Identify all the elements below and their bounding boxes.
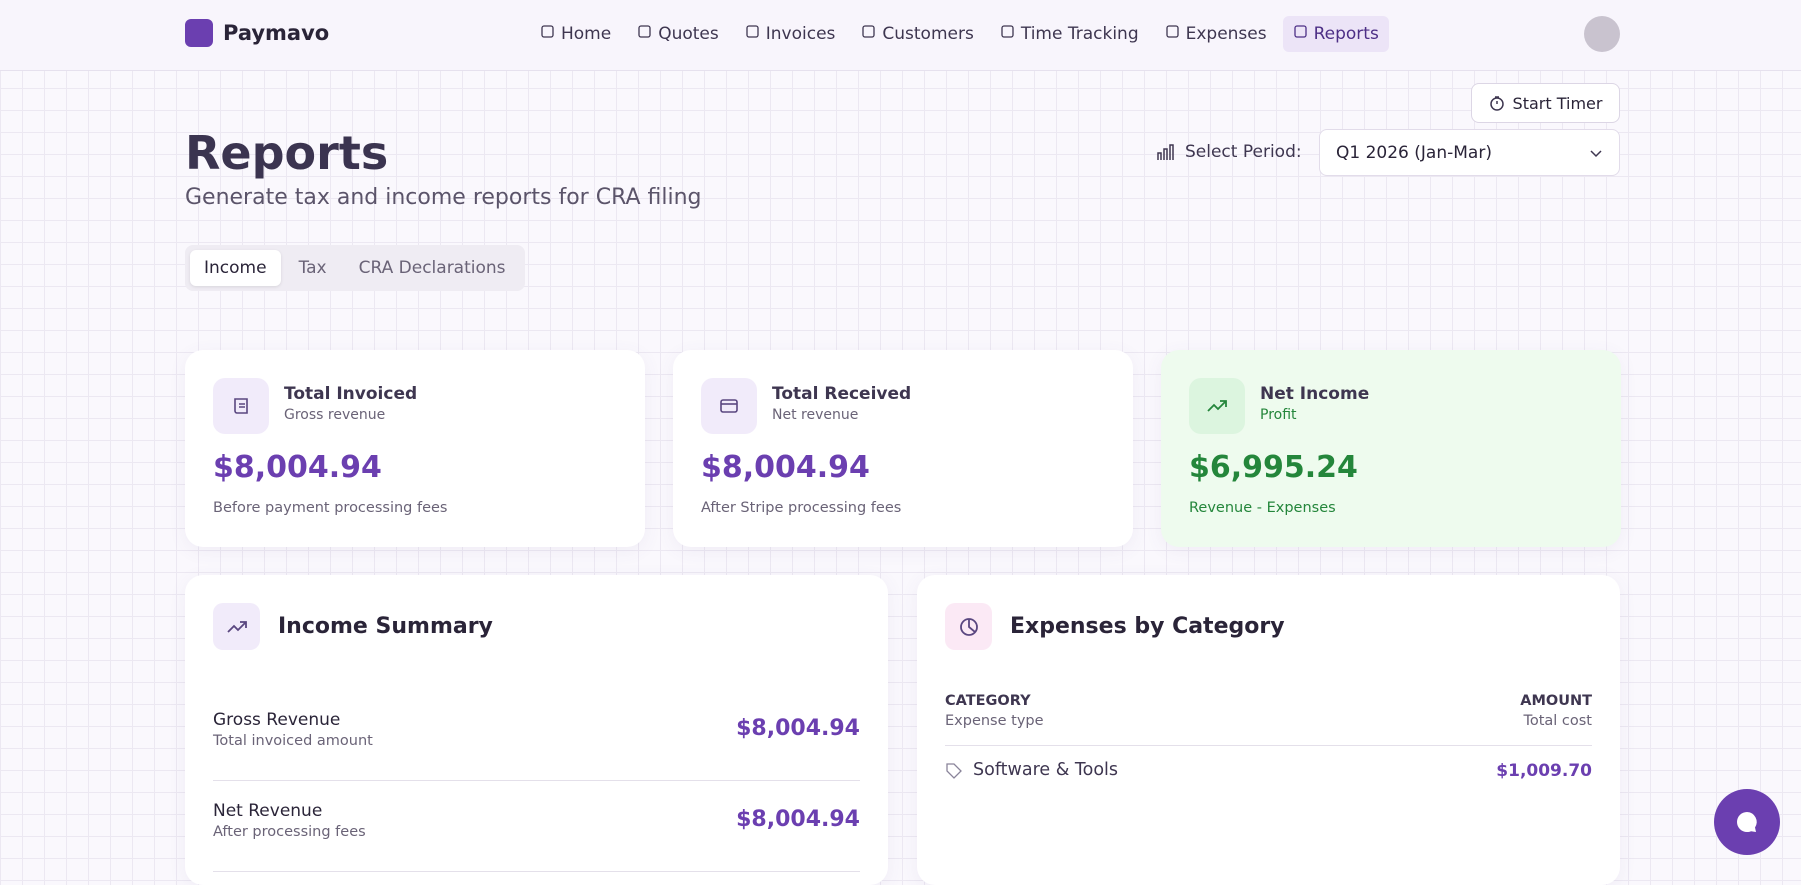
page-subtitle: Generate tax and income reports for CRA … xyxy=(185,185,702,210)
tab[interactable]: Tax xyxy=(298,258,327,278)
nav-label: Expenses xyxy=(1185,24,1267,44)
column-subheader: Total cost xyxy=(1523,713,1592,729)
row-sublabel: After processing fees xyxy=(213,824,366,840)
nav-icon xyxy=(540,24,555,44)
summary-row: Gross Revenue Total invoiced amount $8,004… xyxy=(213,690,860,781)
nav-label: Invoices xyxy=(765,24,836,44)
column-header: CATEGORY xyxy=(945,693,1031,709)
nav-item[interactable]: Invoices xyxy=(735,16,846,52)
chart-icon xyxy=(1157,144,1174,160)
avatar[interactable] xyxy=(1584,16,1620,52)
card-icon xyxy=(213,378,269,434)
column-header: AMOUNT xyxy=(1520,693,1592,709)
nav-icon xyxy=(1293,24,1308,44)
nav-icon xyxy=(1165,24,1180,44)
column-subheader: Expense type xyxy=(945,713,1044,729)
nav-item[interactable]: Quotes xyxy=(627,16,729,52)
panel-title: Expenses by Category xyxy=(945,603,1285,650)
stat-card: Total Received Net revenue $8,004.94 After … xyxy=(673,350,1133,547)
nav-item[interactable]: Expenses xyxy=(1155,16,1277,52)
nav-item[interactable]: Home xyxy=(530,16,621,52)
panel-icon xyxy=(213,603,260,650)
tag-icon xyxy=(945,762,963,784)
panel-icon xyxy=(945,603,992,650)
label-text: Select Period: xyxy=(1185,142,1302,162)
card-note: After Stripe processing fees xyxy=(701,500,902,516)
nav-label: Customers xyxy=(882,24,974,44)
chevron xyxy=(1590,149,1602,157)
nav-icon xyxy=(1000,24,1015,44)
card-note: Before payment processing fees xyxy=(213,500,448,516)
expenses-panel: Expenses by Category CATEGORY Expense ty… xyxy=(917,575,1620,885)
expense-row: Software & Tools $1,009.70 xyxy=(945,760,1592,800)
stat-card: Net Income Profit $6,995.24 Revenue - Expen… xyxy=(1161,350,1621,547)
expense-category: Software & Tools xyxy=(973,760,1119,780)
nav-label: Home xyxy=(561,24,612,44)
nav-item[interactable]: Reports xyxy=(1282,16,1389,52)
brand[interactable]: Paymavo xyxy=(185,19,329,47)
nav-icon xyxy=(861,24,876,44)
card-amount: $8,004.94 xyxy=(701,450,870,485)
card-subtitle: Gross revenue xyxy=(284,407,386,423)
nav-item[interactable]: Time Tracking xyxy=(990,16,1149,52)
select-value: Q1 2026 (Jan-Mar) xyxy=(1336,142,1492,163)
card-title: Net Income xyxy=(1260,384,1370,404)
tab[interactable]: CRA Declarations xyxy=(358,258,506,278)
divider xyxy=(945,745,1592,746)
card-title: Total Received xyxy=(772,384,912,404)
nav-item[interactable]: Customers xyxy=(851,16,983,52)
nav-label: Quotes xyxy=(658,24,719,44)
panel-title: Income Summary xyxy=(213,603,493,650)
chat-button[interactable] xyxy=(1714,789,1780,855)
row-sublabel: Total invoiced amount xyxy=(213,733,373,749)
tab[interactable]: Income xyxy=(190,250,281,286)
card-subtitle: Net revenue xyxy=(772,407,859,423)
card-amount: $6,995.24 xyxy=(1189,450,1358,485)
page-title: Reports xyxy=(185,126,389,180)
card-title: Total Invoiced xyxy=(284,384,418,404)
period-label: Select Period: xyxy=(1155,142,1302,162)
nav-icon xyxy=(637,24,652,44)
nav-label: Time Tracking xyxy=(1020,24,1139,44)
row-label: Net Revenue xyxy=(213,801,323,821)
period-select[interactable]: Q1 2026 (Jan-Mar) xyxy=(1319,129,1620,176)
chat-icon xyxy=(1737,812,1757,832)
card-icon xyxy=(701,378,757,434)
button-label: Start Timer xyxy=(1512,93,1603,113)
navbar xyxy=(0,0,1801,71)
brand-name: Paymavo xyxy=(223,21,330,45)
card-amount: $8,004.94 xyxy=(213,450,382,485)
title-text: Expenses by Category xyxy=(1010,614,1285,639)
card-subtitle: Profit xyxy=(1260,407,1297,423)
row-label: Gross Revenue xyxy=(213,710,341,730)
expense-amount: $1,009.70 xyxy=(1496,761,1592,781)
start-timer-button[interactable]: Start Timer xyxy=(1471,83,1620,123)
card-note: Revenue - Expenses xyxy=(1189,500,1336,516)
stat-card: Total Invoiced Gross revenue $8,004.94 Befo… xyxy=(185,350,645,547)
nav-icon xyxy=(745,24,760,44)
row-amount: $8,004.94 xyxy=(736,716,860,741)
nav-label: Reports xyxy=(1313,24,1379,44)
income-summary-panel: Income Summary Gross Revenue Total invoic… xyxy=(185,575,888,885)
card-icon xyxy=(1189,378,1245,434)
logo xyxy=(185,19,213,47)
nav-list: Home Quotes Invoices Customers Time Tracking… xyxy=(530,16,1389,52)
title-text: Income Summary xyxy=(278,614,493,639)
timer-icon xyxy=(1489,96,1504,111)
tabs: Income Tax CRA Declarations xyxy=(185,245,525,291)
row-amount: $8,004.94 xyxy=(736,807,860,832)
summary-row: Net Revenue After processing fees $8,004.9… xyxy=(213,781,860,872)
